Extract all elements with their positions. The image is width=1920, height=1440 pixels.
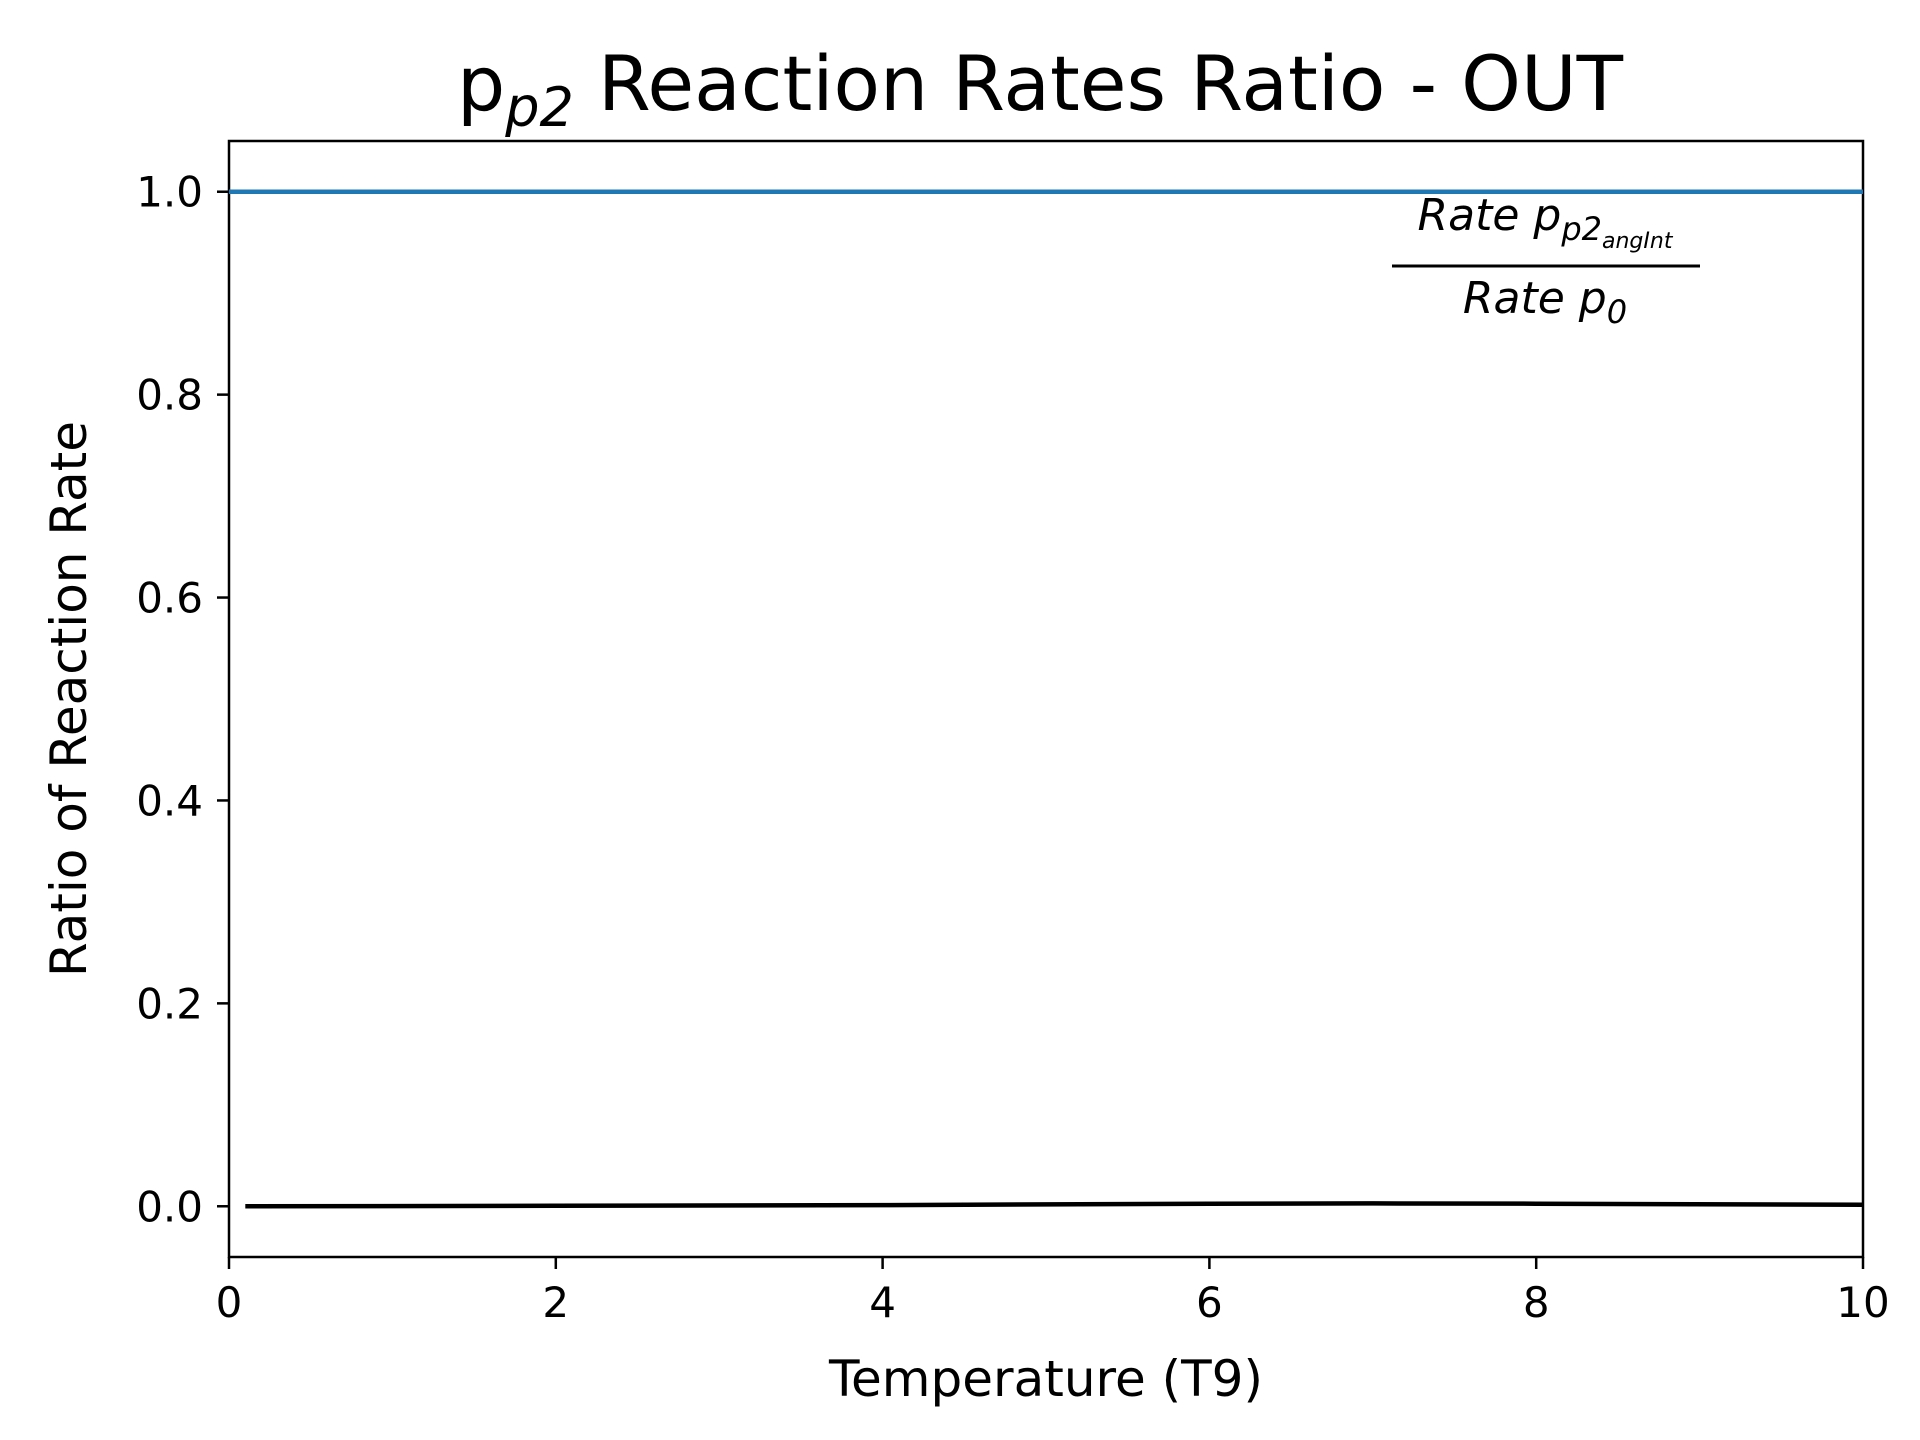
annotation-denominator-sub: 0 xyxy=(1607,293,1627,331)
x-axis-title: Temperature (T9) xyxy=(828,1350,1263,1408)
annotation-numerator-main: Rate p xyxy=(1418,190,1562,241)
y-tick-label: 0.6 xyxy=(136,574,203,623)
series-line-2 xyxy=(245,1201,1864,1209)
chart-title-subscript: p2 xyxy=(504,76,574,139)
y-tick-label: 0.2 xyxy=(136,979,203,1028)
annotation-denominator: Rate p0 xyxy=(1463,273,1627,331)
y-tick-label: 0.4 xyxy=(136,776,203,825)
x-tick-label: 0 xyxy=(216,1278,243,1327)
y-axis: 0.0 0.2 0.4 0.6 0.8 1.0 xyxy=(136,168,229,1231)
chart-title-base: p xyxy=(457,39,505,128)
plot-area xyxy=(227,139,1865,1259)
annotation-denominator-main: Rate p xyxy=(1463,273,1607,324)
annotation-numerator-subsub: angInt xyxy=(1602,229,1674,254)
chart-title-rest: Reaction Rates Ratio - OUT xyxy=(574,39,1624,128)
x-tick-label: 4 xyxy=(869,1278,896,1327)
x-axis: 0 2 4 6 8 10 xyxy=(216,1257,1890,1327)
y-tick-label: 0.8 xyxy=(136,371,203,420)
x-tick-label: 6 xyxy=(1196,1278,1223,1327)
annotation-numerator: Rate pp2angInt xyxy=(1418,190,1674,254)
annotation-numerator-sub: p2 xyxy=(1560,210,1602,248)
chart-title: pp2 Reaction Rates Ratio - OUT xyxy=(457,39,1624,139)
x-tick-label: 2 xyxy=(542,1278,569,1327)
y-tick-label: 1.0 xyxy=(136,168,203,217)
series-layer xyxy=(229,189,1864,1209)
x-tick-label: 8 xyxy=(1523,1278,1550,1327)
x-tick-label: 10 xyxy=(1836,1278,1889,1327)
y-axis-title: Ratio of Reaction Rate xyxy=(40,421,98,977)
y-tick-label: 0.0 xyxy=(136,1182,203,1231)
ratio-annotation: Rate pp2angInt Rate p0 xyxy=(1392,190,1700,331)
